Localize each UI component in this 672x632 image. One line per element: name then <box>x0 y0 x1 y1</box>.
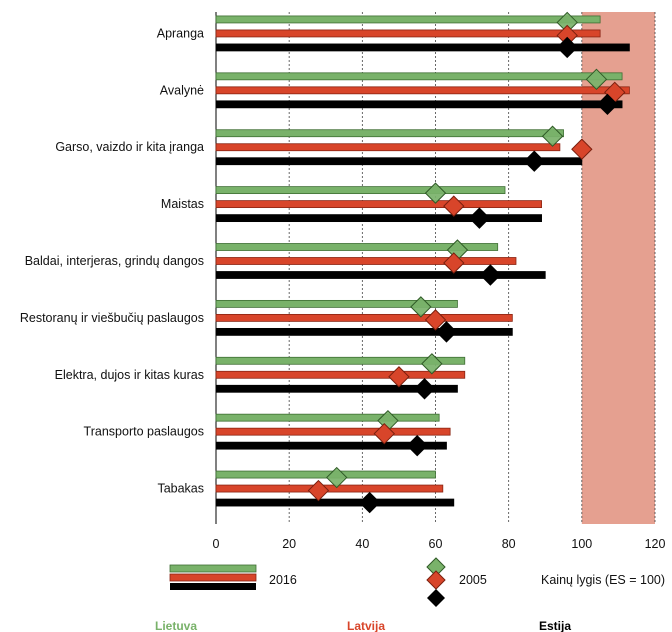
country-label-estija: Estija <box>539 619 571 632</box>
bar-2016-latvija <box>215 29 601 38</box>
legend-bars-label: 2016 <box>269 573 297 587</box>
marker-2005-lietuva <box>585 68 608 91</box>
marker-2005-latvija <box>571 138 593 160</box>
category-label: Transporto paslaugos <box>84 425 204 439</box>
bar-2016-latvija <box>215 257 517 265</box>
bar-2016-lietuva <box>215 243 499 251</box>
bar-2016-latvija <box>215 484 444 493</box>
category-label: Baldai, interjeras, grindų dangos <box>25 254 204 268</box>
bar-2016-lietuva <box>215 470 436 479</box>
legend-marker-estija <box>427 589 445 607</box>
bar-2016-latvija <box>215 200 542 209</box>
bar-2016-estija <box>215 157 583 166</box>
bar-2016-lietuva <box>215 413 440 422</box>
x-tick-label: 0 <box>213 537 220 551</box>
bar-2016-latvija <box>215 427 451 436</box>
bar-2016-latvija <box>215 313 513 322</box>
marker-2005-latvija <box>373 422 395 445</box>
x-tick-label: 120 <box>645 537 666 551</box>
marker-2005-estija <box>435 321 458 343</box>
category-label: Elektra, dujos ir kitas kuras <box>55 368 204 382</box>
marker-2005-latvija <box>388 366 410 388</box>
marker-2005-lietuva <box>410 296 432 318</box>
bar-2016-lietuva <box>215 15 601 24</box>
bar-2016-latvija <box>215 86 630 95</box>
marker-2005-estija <box>358 491 381 514</box>
bar-2016-estija <box>215 43 630 52</box>
marker-2005-lietuva <box>421 353 443 375</box>
marker-2005-lietuva <box>326 466 348 489</box>
plot-area <box>215 11 656 524</box>
category-label: Maistas <box>161 197 204 211</box>
bar-2016-lietuva <box>215 72 623 81</box>
category-label: Apranga <box>157 26 204 40</box>
legend-bar-lietuva <box>169 564 257 573</box>
legend-markers-label: 2005 <box>459 573 487 587</box>
legend-bar-latvija <box>169 573 257 582</box>
marker-2005-estija <box>468 207 491 229</box>
category-label: Tabakas <box>157 482 204 496</box>
bar-2016-latvija <box>215 143 561 152</box>
marker-2005-latvija <box>443 252 465 274</box>
legend: 2016 2005 Kainų lygis (ES = 100) Lietuva… <box>155 557 665 632</box>
x-tick-label: 60 <box>429 537 443 551</box>
x-tick-label: 80 <box>502 537 516 551</box>
bar-2016-lietuva <box>215 299 458 308</box>
x-axis: 0 20 40 60 80 100 120 <box>213 537 666 551</box>
legend-bar-estija <box>170 583 256 590</box>
bar-2016-lietuva <box>215 186 506 195</box>
x-tick-label: 40 <box>355 537 369 551</box>
legend-marker-latvija <box>426 570 446 590</box>
marker-2005-estija <box>523 150 545 172</box>
marker-2005-latvija <box>307 479 330 502</box>
marker-2005-estija <box>406 434 428 457</box>
marker-2005-estija <box>479 264 502 286</box>
bar-2016-latvija <box>215 370 466 379</box>
marker-2005-latvija <box>443 195 465 217</box>
bar-2016-estija <box>215 384 458 393</box>
category-label: Restoranų ir viešbučių paslaugos <box>20 311 204 325</box>
country-label-lietuva: Lietuva <box>155 619 197 632</box>
bar-2016-estija <box>215 214 542 223</box>
category-labels: Apranga Avalynė Garso, vaizdo ir kita įran… <box>20 26 204 495</box>
bar-2016-estija <box>215 100 623 109</box>
marker-2005-latvija <box>424 309 447 331</box>
marker-2005-estija <box>413 378 436 400</box>
marker-2005-estija <box>596 93 619 116</box>
marker-2005-lietuva <box>424 182 447 204</box>
marker-2005-estija <box>556 36 578 59</box>
bar-2016-lietuva <box>215 129 564 138</box>
bar-2016-estija <box>215 271 546 279</box>
category-label: Garso, vaizdo ir kita įranga <box>55 140 204 154</box>
category-label: Avalynė <box>160 83 204 97</box>
x-tick-label: 20 <box>282 537 296 551</box>
marker-2005-lietuva <box>541 125 564 147</box>
bar-2016-lietuva <box>215 356 466 365</box>
legend-note: Kainų lygis (ES = 100) <box>541 573 665 587</box>
country-label-latvija: Latvija <box>347 619 385 632</box>
x-tick-label: 100 <box>571 537 592 551</box>
bar-2016-estija <box>215 498 455 507</box>
bar-2016-estija <box>215 441 447 450</box>
bar-2016-estija <box>215 327 513 336</box>
